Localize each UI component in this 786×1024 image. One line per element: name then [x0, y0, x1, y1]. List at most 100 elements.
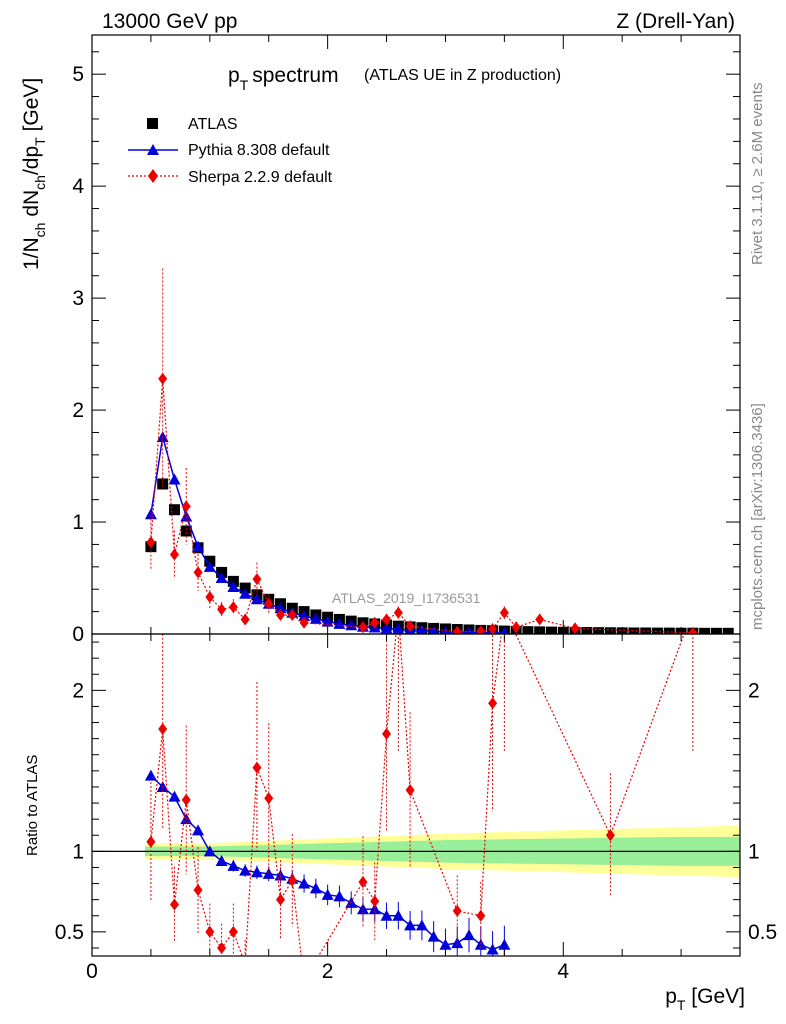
atlas-point — [180, 525, 192, 537]
pythia-ratio-point — [380, 909, 393, 921]
ratio-y-tick-labels: 0.5 0.5 1 1 2 2 — [55, 679, 777, 944]
atlas-point — [699, 627, 711, 634]
sherpa-ratio-point — [158, 722, 168, 735]
atlas-point — [581, 627, 593, 634]
ratio-y-tick-label: 2 — [72, 679, 84, 702]
pythia-point — [464, 626, 474, 634]
pythia-point — [203, 560, 216, 572]
atlas-point — [722, 627, 734, 634]
pythia-point — [345, 619, 358, 631]
legend-pythia-label: Pythia 8.308 default — [188, 142, 330, 159]
x-tick-label: 2 — [322, 960, 334, 983]
sherpa-ratio-series — [146, 604, 697, 986]
ratio-frame — [91, 633, 741, 957]
sherpa-ratio-point — [264, 792, 274, 805]
y-tick-label: 3 — [72, 287, 84, 310]
legend: ATLAS Pythia 8.308 default Sherpa 2.2.9 … — [128, 116, 333, 186]
sherpa-point — [382, 613, 392, 626]
pythia-ratio-point — [215, 855, 228, 867]
atlas-point — [168, 504, 180, 516]
sherpa-ratio-point — [205, 925, 215, 938]
sherpa-series — [146, 268, 698, 634]
sherpa-point — [276, 608, 286, 621]
atlas-point — [534, 626, 546, 634]
spectrum-y-axis-label: 1/Nch dNch/dpT [GeV] — [20, 78, 48, 270]
pythia-point — [500, 626, 509, 634]
ratio-panel: 0.5 0.5 1 1 2 2 0 2 4 Ratio to ATLAS pT [GeV] — [24, 604, 777, 1013]
x-tick-labels: 0 2 4 — [86, 960, 569, 983]
sherpa-point — [287, 608, 297, 621]
pythia-ratio-point — [203, 845, 216, 857]
pythia-point — [416, 624, 427, 634]
pythia-ratio-point — [392, 909, 405, 921]
legend-sherpa-label: Sherpa 2.2.9 default — [188, 169, 333, 186]
sherpa-ratio-point — [476, 909, 486, 922]
pythia-ratio-point — [239, 864, 252, 876]
sherpa-ratio-point — [488, 697, 498, 710]
plot-title: pT spectrum — [228, 64, 339, 93]
pythia-point — [144, 508, 157, 520]
sherpa-ratio-point — [252, 761, 262, 774]
pythia-point — [380, 622, 393, 634]
pythia-ratio-point — [463, 929, 476, 941]
sherpa-ratio-point — [358, 875, 368, 888]
pythia-ratio-point — [321, 888, 334, 900]
sherpa-ratio-point — [181, 793, 191, 806]
plot-subtitle: (ATLAS UE in Z production) — [364, 67, 561, 84]
spectrum-panel: 0 1 2 3 4 5 pT spectrum (ATLAS UE in Z product… — [20, 34, 741, 646]
pythia-ratio-point — [439, 938, 452, 950]
sherpa-point — [358, 621, 368, 634]
pythia-ratio-point — [474, 938, 487, 950]
sherpa-point — [488, 622, 498, 634]
legend-atlas-label: ATLAS — [188, 116, 238, 133]
pythia-ratio-point — [333, 890, 346, 902]
sherpa-ratio-point — [382, 727, 392, 740]
sherpa-ratio-point — [405, 784, 415, 797]
pythia-point — [298, 610, 311, 622]
atlas-point — [640, 627, 652, 634]
sherpa-ratio-point — [276, 893, 286, 906]
atlas-point — [663, 627, 675, 634]
pythia-ratio-point — [498, 938, 511, 950]
pythia-point — [274, 602, 287, 614]
sherpa-point — [370, 616, 380, 629]
pythia-ratio-point — [309, 882, 322, 894]
pythia-ratio-point — [415, 919, 428, 931]
sherpa-ratio-point — [300, 974, 309, 986]
y-tick-label: 1 — [72, 511, 84, 534]
sherpa-ratio-point — [241, 958, 250, 970]
atlas-point — [604, 627, 616, 634]
pythia-point — [168, 473, 181, 485]
pythia-point — [250, 593, 263, 605]
pythia-ratio-point — [404, 919, 417, 931]
sherpa-ratio-point — [287, 874, 297, 887]
pythia-point — [321, 615, 334, 627]
sherpa-ratio-point — [228, 925, 238, 938]
sherpa-point — [228, 601, 238, 614]
sherpa-point — [193, 566, 203, 579]
sherpa-ratio-point — [688, 604, 697, 616]
sherpa-ratio-point — [193, 883, 203, 896]
sherpa-point — [476, 625, 486, 634]
ratio-y-tick-label-right: 0.5 — [748, 921, 777, 944]
atlas-point — [616, 627, 628, 634]
sherpa-point — [499, 606, 509, 619]
sherpa-point — [452, 625, 462, 634]
spectrum-y-tick-labels: 0 1 2 3 4 5 — [72, 63, 84, 646]
atlas-point — [545, 626, 557, 634]
sherpa-point — [535, 613, 545, 626]
sherpa-point — [252, 573, 262, 586]
mcplots-label: mcplots.cern.ch [arXiv:1306.3436] — [749, 403, 766, 630]
pythia-ratio-point — [262, 867, 275, 879]
sherpa-ratio-point — [605, 829, 615, 842]
x-axis-label: pT [GeV] — [665, 985, 745, 1013]
y-tick-label: 4 — [72, 175, 84, 198]
ratio-y-tick-label-right: 1 — [748, 840, 760, 863]
pythia-ratio-point — [168, 790, 181, 802]
pythia-ratio-point — [451, 937, 464, 949]
sherpa-point — [405, 620, 415, 633]
pythia-ratio-point — [486, 943, 499, 955]
x-tick-label: 0 — [86, 960, 98, 983]
pythia-ratio-point — [298, 877, 311, 889]
sherpa-point — [299, 616, 309, 629]
